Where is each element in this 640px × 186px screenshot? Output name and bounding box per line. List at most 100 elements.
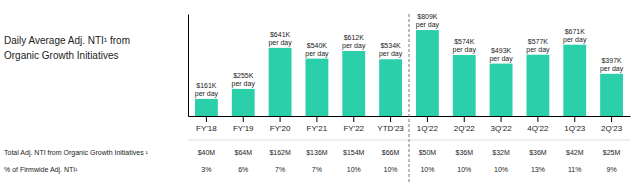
y-axis — [188, 15, 189, 117]
footer-cell: 10% — [494, 166, 508, 173]
footer-label: Total Adj. NTI from Organic Growth Initi… — [4, 149, 149, 157]
data-label-line: per day — [379, 50, 403, 58]
axis-line — [188, 15, 189, 117]
data-label: $809Kper day — [416, 13, 440, 29]
data-label: $612Kper day — [342, 34, 366, 50]
footer-cell: $66M — [382, 149, 400, 156]
footer-cell: $50M — [419, 149, 437, 156]
footer-cell: 3% — [201, 166, 211, 173]
tick-label: YTD'23 — [377, 124, 404, 133]
footer-cell: $32M — [492, 149, 510, 156]
tick-mark — [427, 116, 428, 122]
footer-cell: $136M — [306, 149, 328, 156]
data-label: $574Kper day — [453, 38, 477, 54]
tick: FY'20 — [270, 116, 291, 133]
data-label-line: $397K — [601, 57, 622, 64]
footer-cell: $36M — [529, 149, 547, 156]
footer-cell: $25M — [603, 149, 621, 156]
tick-mark — [390, 116, 391, 122]
footer-cell: 13% — [531, 166, 545, 173]
footer-cell: 10% — [347, 166, 361, 173]
divider — [409, 14, 410, 184]
tick: 2Q'22 — [454, 116, 476, 133]
tick: 1Q'22 — [417, 116, 439, 133]
data-label-line: $641K — [270, 31, 291, 38]
footer-cell: $36M — [455, 149, 473, 156]
tick-label: FY'21 — [307, 124, 328, 133]
data-label-line: per day — [232, 80, 256, 88]
data-label-line: $161K — [196, 82, 217, 89]
tick-label: 3Q'22 — [491, 124, 513, 133]
tick: 1Q'23 — [564, 116, 586, 133]
data-label-line: per day — [489, 55, 513, 63]
bar — [490, 64, 513, 116]
data-label: $397Kper day — [600, 57, 624, 73]
data-label: $641Kper day — [268, 31, 292, 47]
tick-mark — [574, 116, 575, 122]
tick-label: 1Q'22 — [417, 124, 439, 133]
tick-label: 2Q'23 — [601, 124, 623, 133]
data-label-line: per day — [305, 50, 329, 58]
tick: FY'19 — [233, 116, 254, 133]
separator — [188, 140, 630, 141]
tick-label: 2Q'22 — [454, 124, 476, 133]
footer: Total Adj. NTI from Organic Growth Initi… — [4, 149, 621, 174]
data-label-line: $577K — [528, 38, 549, 45]
footer-cell: $162M — [269, 149, 291, 156]
x-axis: FY'18 FY'19 FY'20 FY'21 FY'22 YTD'23 1Q'22 2Q'2… — [189, 116, 631, 133]
plot: $161Kper day$255Kper day$641Kper day$540… — [189, 13, 631, 133]
footer-cell: 10% — [457, 166, 471, 173]
footer-cell: 7% — [312, 166, 322, 173]
tick-label: FY'18 — [196, 124, 217, 133]
bar — [305, 59, 328, 116]
tick: 4Q'22 — [527, 116, 549, 133]
footer-cell: 10% — [384, 166, 398, 173]
bar — [195, 99, 218, 116]
footer-cell: $154M — [343, 149, 365, 156]
data-label: $534Kper day — [379, 42, 403, 58]
data-label-line: $534K — [380, 42, 401, 49]
data-label-line: per day — [526, 46, 550, 54]
chart: $161Kper day$255Kper day$641Kper day$540… — [0, 0, 640, 186]
data-label-line: $255K — [233, 72, 254, 79]
footer-cell: 10% — [420, 166, 434, 173]
data-label: $671Kper day — [563, 28, 587, 44]
footer-cell: 6% — [238, 166, 248, 173]
data-label-line: per day — [600, 65, 624, 73]
bar — [526, 55, 549, 116]
data-label-line: $809K — [417, 13, 438, 20]
tick-label: 1Q'23 — [564, 124, 586, 133]
data-label: $540Kper day — [305, 42, 329, 58]
title-line: Daily Average Adj. NTI¹ from — [4, 35, 130, 46]
tick-mark — [501, 116, 502, 122]
tick-label: FY'19 — [233, 124, 254, 133]
tick-mark — [280, 116, 281, 122]
data-label: $161Kper day — [195, 82, 219, 98]
bars — [195, 30, 623, 116]
data-label-line: $493K — [491, 47, 512, 54]
footer-cell: 7% — [275, 166, 285, 173]
data-label-line: per day — [453, 46, 477, 54]
data-label-line: $540K — [307, 42, 328, 49]
bar — [453, 55, 476, 116]
footer-label: % of Firmwide Adj. NTI¹ — [4, 166, 78, 174]
tick: FY'22 — [343, 116, 364, 133]
tick-mark — [537, 116, 538, 122]
bar — [232, 89, 255, 116]
bar — [563, 45, 586, 116]
data-label-line: per day — [268, 39, 292, 47]
footer-cell: $42M — [566, 149, 584, 156]
bar — [379, 59, 402, 116]
bar — [342, 51, 365, 116]
title: Daily Average Adj. NTI¹ fromOrganic Grow… — [4, 35, 130, 61]
footer-cell: 11% — [568, 166, 582, 173]
tick: FY'21 — [307, 116, 328, 133]
tick-mark — [206, 116, 207, 122]
tick-label: FY'22 — [343, 124, 364, 133]
tick: YTD'23 — [377, 116, 404, 133]
data-label: $493Kper day — [489, 47, 513, 63]
tick-mark — [464, 116, 465, 122]
bar — [269, 48, 292, 116]
data-label-line: per day — [342, 42, 366, 50]
bar — [416, 30, 439, 116]
